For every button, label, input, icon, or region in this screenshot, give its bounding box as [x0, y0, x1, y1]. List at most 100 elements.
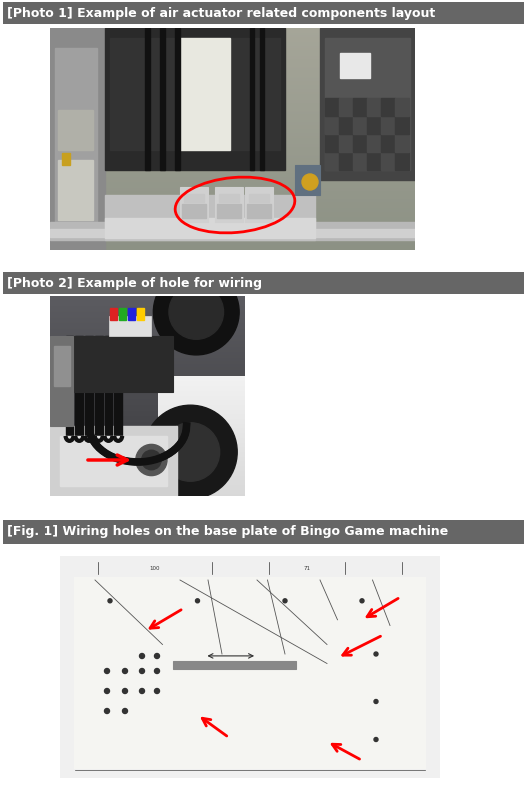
Bar [395, 116, 409, 134]
Circle shape [374, 738, 378, 742]
Bar [339, 98, 353, 116]
Circle shape [104, 669, 110, 674]
Circle shape [302, 174, 318, 190]
Bar [75, 578, 425, 768]
Bar [147, 692, 157, 702]
Bar [367, 98, 381, 116]
Bar [381, 116, 395, 134]
Bar [114, 336, 122, 436]
Bar [147, 680, 157, 690]
Bar [191, 634, 270, 678]
Bar [180, 38, 230, 150]
Bar [353, 152, 367, 170]
Text: [Photo 1] Example of air actuator related components layout: [Photo 1] Example of air actuator relate… [7, 6, 435, 19]
Bar [111, 656, 121, 666]
Bar [325, 134, 339, 152]
Text: 100: 100 [150, 566, 160, 570]
Circle shape [140, 654, 144, 658]
Bar [367, 116, 381, 134]
Bar [85, 336, 93, 436]
Bar [320, 602, 352, 620]
Bar [215, 187, 243, 222]
Bar [105, 195, 315, 240]
Bar [145, 28, 150, 170]
Circle shape [140, 689, 144, 694]
Circle shape [153, 269, 239, 355]
Bar [50, 222, 415, 240]
Bar [325, 152, 339, 170]
Circle shape [154, 669, 160, 674]
Text: 71: 71 [304, 566, 310, 570]
Bar [219, 194, 239, 202]
Bar [381, 134, 395, 152]
Bar [111, 668, 121, 678]
Bar [50, 28, 105, 250]
Circle shape [154, 689, 160, 694]
Bar [109, 316, 151, 336]
Bar [135, 680, 145, 690]
Bar [367, 134, 381, 152]
Bar [325, 98, 339, 116]
Circle shape [161, 422, 220, 482]
Bar [353, 98, 367, 116]
Bar [180, 187, 208, 222]
Bar [50, 426, 177, 496]
Bar [95, 336, 103, 436]
Bar [111, 308, 118, 320]
Bar [99, 680, 109, 690]
Circle shape [374, 699, 378, 703]
Bar [54, 346, 70, 386]
Circle shape [104, 689, 110, 694]
Bar [353, 116, 367, 134]
Bar [381, 152, 395, 170]
Bar [135, 656, 145, 666]
Bar [99, 692, 109, 702]
Bar [50, 336, 73, 426]
Bar [3, 272, 524, 294]
Bar [110, 38, 280, 150]
Circle shape [136, 444, 167, 475]
Bar [123, 692, 133, 702]
Bar [135, 692, 145, 702]
Bar [65, 336, 73, 436]
Bar [66, 562, 434, 574]
Bar [128, 308, 135, 320]
Bar [105, 218, 315, 238]
Bar [339, 134, 353, 152]
Bar [105, 28, 285, 170]
Bar [249, 194, 269, 202]
Bar [123, 656, 133, 666]
Bar [99, 656, 109, 666]
Bar [247, 204, 271, 218]
Bar [367, 152, 381, 170]
Circle shape [104, 709, 110, 714]
Bar [327, 643, 357, 663]
Bar [111, 692, 121, 702]
Bar [339, 116, 353, 134]
Circle shape [169, 285, 223, 339]
Bar [135, 668, 145, 678]
Bar [147, 668, 157, 678]
Bar [119, 308, 126, 320]
Circle shape [143, 405, 237, 499]
Bar [77, 623, 224, 766]
Bar [260, 28, 264, 170]
Bar [320, 28, 415, 180]
Bar [395, 98, 409, 116]
Bar [339, 152, 353, 170]
Bar [60, 436, 167, 486]
Bar [395, 152, 409, 170]
Bar [50, 229, 415, 237]
Bar [123, 668, 133, 678]
Bar [75, 336, 83, 436]
Text: [Fig. 1] Wiring holes on the base plate of Bingo Game machine: [Fig. 1] Wiring holes on the base plate … [7, 526, 448, 538]
Circle shape [108, 598, 112, 603]
Bar [173, 661, 296, 669]
Circle shape [360, 598, 364, 603]
Text: [Photo 2] Example of hole for wiring: [Photo 2] Example of hole for wiring [7, 277, 262, 290]
Bar [381, 98, 395, 116]
Circle shape [374, 652, 378, 656]
Bar [111, 680, 121, 690]
Circle shape [154, 654, 160, 658]
Circle shape [122, 709, 128, 714]
